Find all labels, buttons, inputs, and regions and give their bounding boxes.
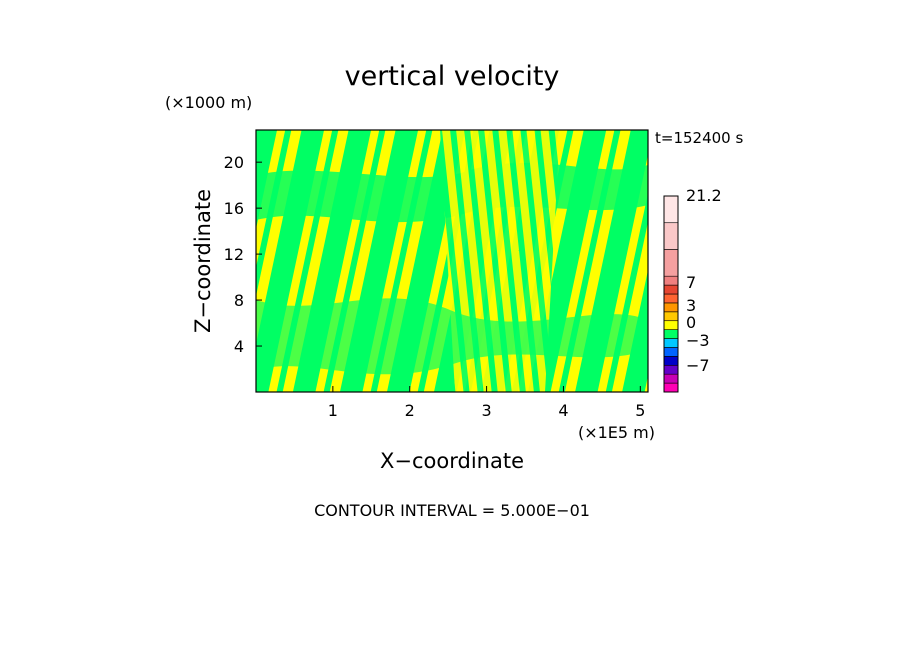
colorbar-segment [663,302,679,313]
y-tick-label: 12 [224,245,244,264]
colorbar-segment [663,382,679,393]
colorbar-segment [663,338,679,348]
y-axis-ticks: 4 8 12 16 20 [224,153,262,356]
field-lower-band [256,298,648,375]
chart-title: vertical velocity [345,61,560,92]
colorbar-segment [663,275,679,286]
colorbar-frame [663,195,679,393]
x-axis-ticks: 1 2 3 4 5 [328,386,645,420]
plot-area [256,130,648,392]
colorbar-label: 7 [686,273,696,292]
y-tick-label: 16 [224,199,244,218]
colorbar-segment [663,249,679,277]
y-axis-label: Z−coordinate [191,189,215,333]
colorbar-labels: 21.2 7 30−3 −7 [686,186,722,375]
colorbar-segment [663,373,679,384]
colorbar [663,195,679,393]
contour-interval-note: CONTOUR INTERVAL = 5.000E−01 [314,501,590,520]
colorbar-segment [663,356,679,366]
x-axis-label: X−coordinate [380,449,524,473]
time-label: t=152400 s [655,129,743,147]
colorbar-label: 0 [686,313,696,332]
x-tick-label: 2 [405,401,415,420]
x-unit-label: (×1E5 m) [578,423,655,442]
colorbar-segment [663,320,679,330]
colorbar-label: −3 [686,331,710,350]
colorbar-label: −7 [686,356,710,375]
colorbar-label: 21.2 [686,186,722,205]
y-unit-label: (×1000 m) [165,93,252,112]
x-tick-label: 4 [558,401,568,420]
y-tick-label: 20 [224,153,244,172]
plot-frame [255,129,649,393]
colorbar-label: 3 [686,296,696,315]
y-tick-label: 4 [234,337,244,356]
colorbar-segment [663,222,679,250]
colorbar-segment [663,293,679,304]
colorbar-segment [663,284,679,295]
x-tick-label: 5 [635,401,645,420]
colorbar-segment [663,195,679,224]
colorbar-segment [663,347,679,357]
colorbar-segment [663,364,679,375]
colorbar-segment [663,329,679,339]
x-tick-label: 1 [328,401,338,420]
y-tick-label: 8 [234,291,244,310]
colorbar-segment [663,311,679,322]
x-tick-label: 3 [481,401,491,420]
